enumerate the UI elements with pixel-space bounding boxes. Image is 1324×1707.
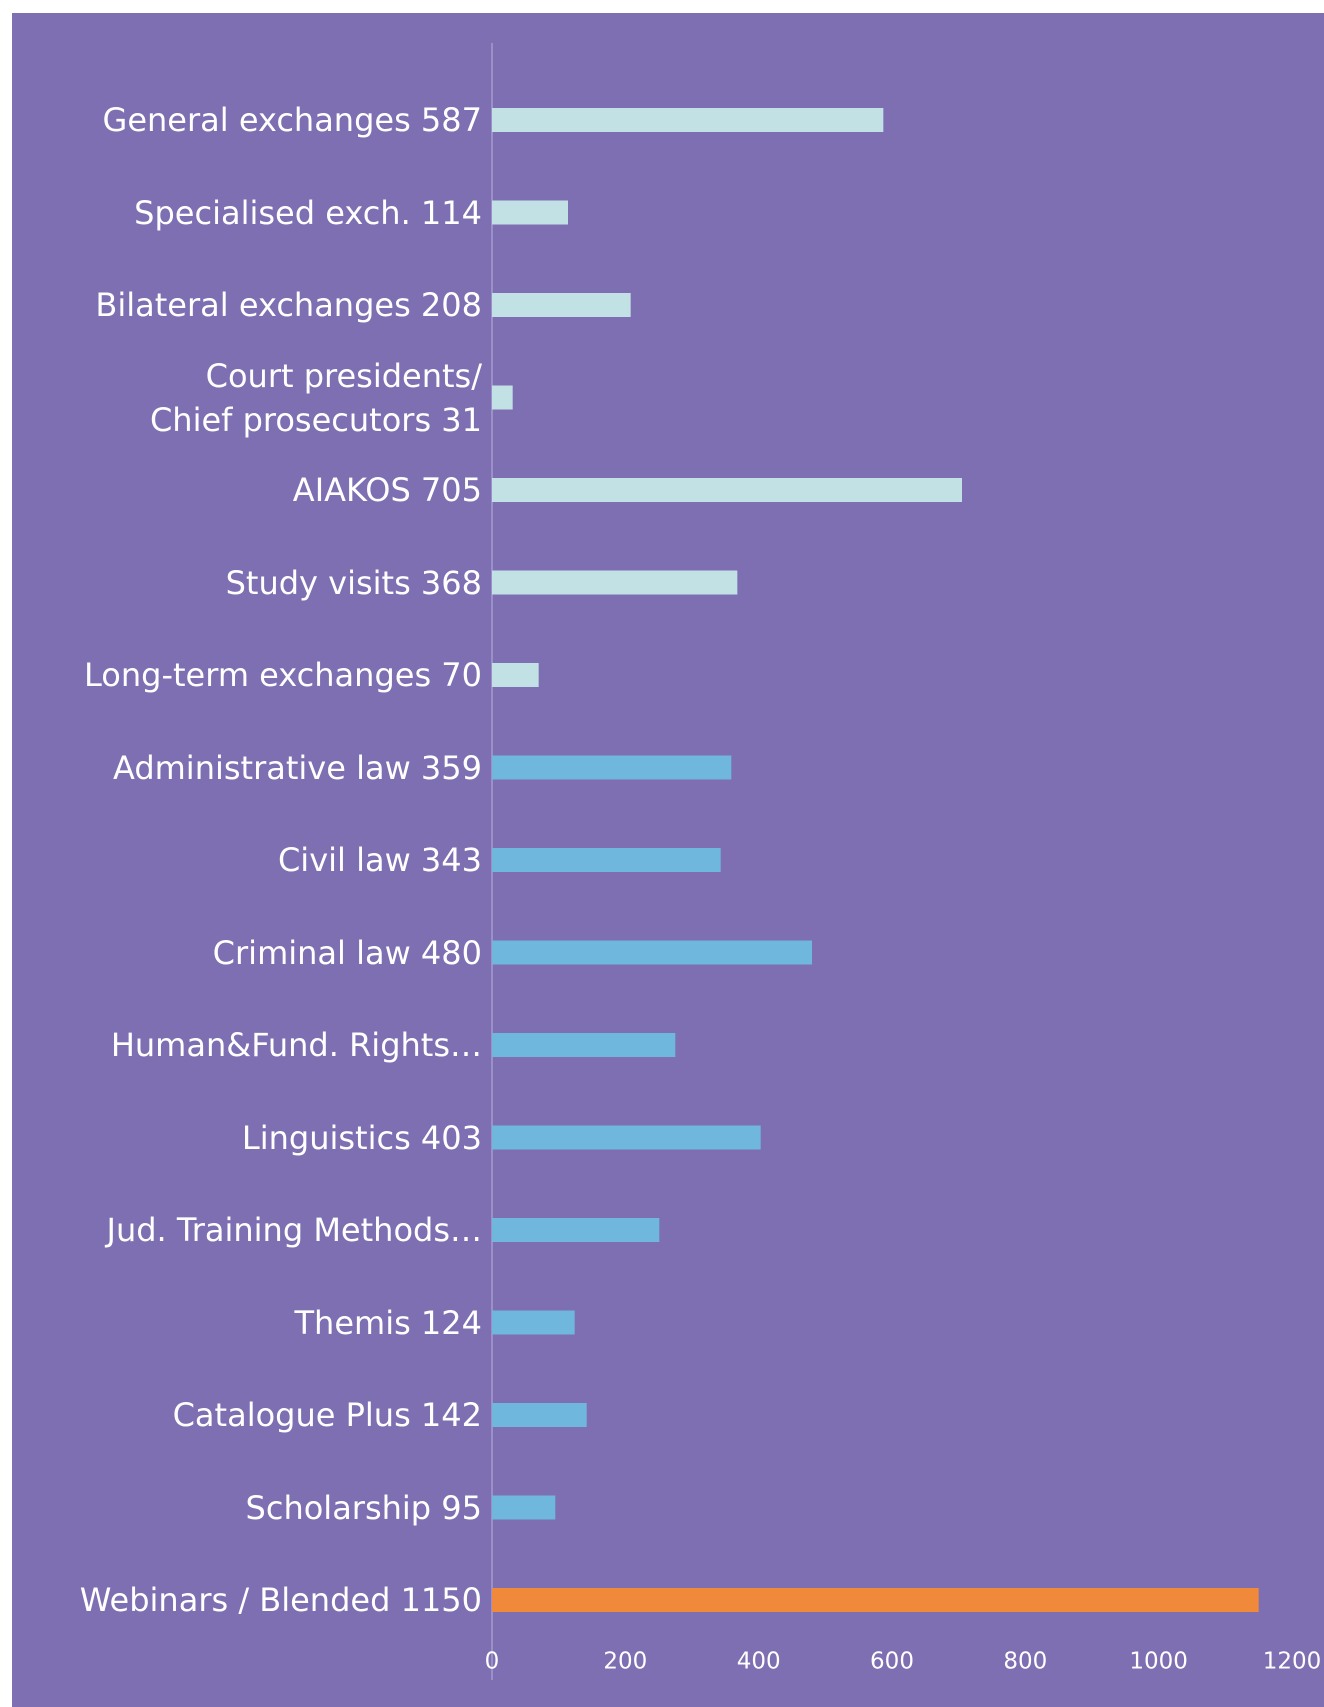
bar xyxy=(492,1495,556,1520)
bar xyxy=(492,1588,1259,1612)
bar xyxy=(492,200,568,225)
bar xyxy=(492,1218,660,1242)
bar xyxy=(492,663,539,687)
bar xyxy=(492,755,732,780)
category-label: General exchanges 587 xyxy=(102,101,482,139)
category-label: AIAKOS 705 xyxy=(292,471,482,509)
category-label: Webinars / Blended 1150 xyxy=(79,1581,482,1619)
category-label: Human&Fund. Rights… xyxy=(110,1026,482,1064)
category-label: Jud. Training Methods… xyxy=(106,1211,483,1249)
category-label: Long-term exchanges 70 xyxy=(84,656,482,694)
bar xyxy=(492,385,513,410)
category-label: Scholarship 95 xyxy=(245,1488,482,1527)
x-tick-label: 800 xyxy=(1003,1649,1047,1675)
category-label: Court presidents/ Chief prosecutors 31 xyxy=(149,356,482,439)
bar xyxy=(492,570,738,595)
x-tick-label: 200 xyxy=(603,1649,647,1675)
x-tick-label: 0 xyxy=(485,1649,500,1675)
category-label: Administrative law 359 xyxy=(112,748,482,787)
bar xyxy=(492,1403,587,1427)
x-tick-label: 1200 xyxy=(1263,1649,1322,1675)
bar xyxy=(492,478,962,502)
bar xyxy=(492,848,721,872)
bar xyxy=(492,940,812,965)
bar xyxy=(492,1125,761,1150)
bar xyxy=(492,293,631,317)
x-tick-label: 600 xyxy=(870,1649,914,1675)
category-label: Themis 124 xyxy=(294,1303,483,1342)
category-label: Study visits 368 xyxy=(225,563,482,602)
bar xyxy=(492,1310,575,1335)
x-tick-label: 1000 xyxy=(1129,1649,1188,1675)
category-label: Linguistics 403 xyxy=(241,1118,482,1157)
category-label: Catalogue Plus 142 xyxy=(172,1396,482,1434)
category-label: Specialised exch. 114 xyxy=(134,193,482,232)
bar xyxy=(492,108,884,132)
category-label: Bilateral exchanges 208 xyxy=(95,286,482,324)
category-label: Criminal law 480 xyxy=(212,933,482,972)
x-tick-label: 400 xyxy=(737,1649,781,1675)
category-label: Civil law 343 xyxy=(277,841,482,879)
bar xyxy=(492,1033,676,1057)
